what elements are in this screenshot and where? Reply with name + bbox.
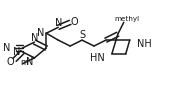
Text: N: N [3,43,11,53]
Text: N: N [37,28,44,38]
Text: O: O [70,17,78,27]
Text: N: N [26,57,33,67]
Text: HN: HN [90,53,105,63]
Text: O: O [7,57,14,67]
Text: NH: NH [137,39,151,49]
Text: N: N [55,18,62,28]
Text: methyl: methyl [114,16,139,22]
Text: N: N [13,47,20,57]
Text: S: S [79,30,85,40]
Text: m: m [21,58,29,67]
Text: N: N [31,33,38,43]
